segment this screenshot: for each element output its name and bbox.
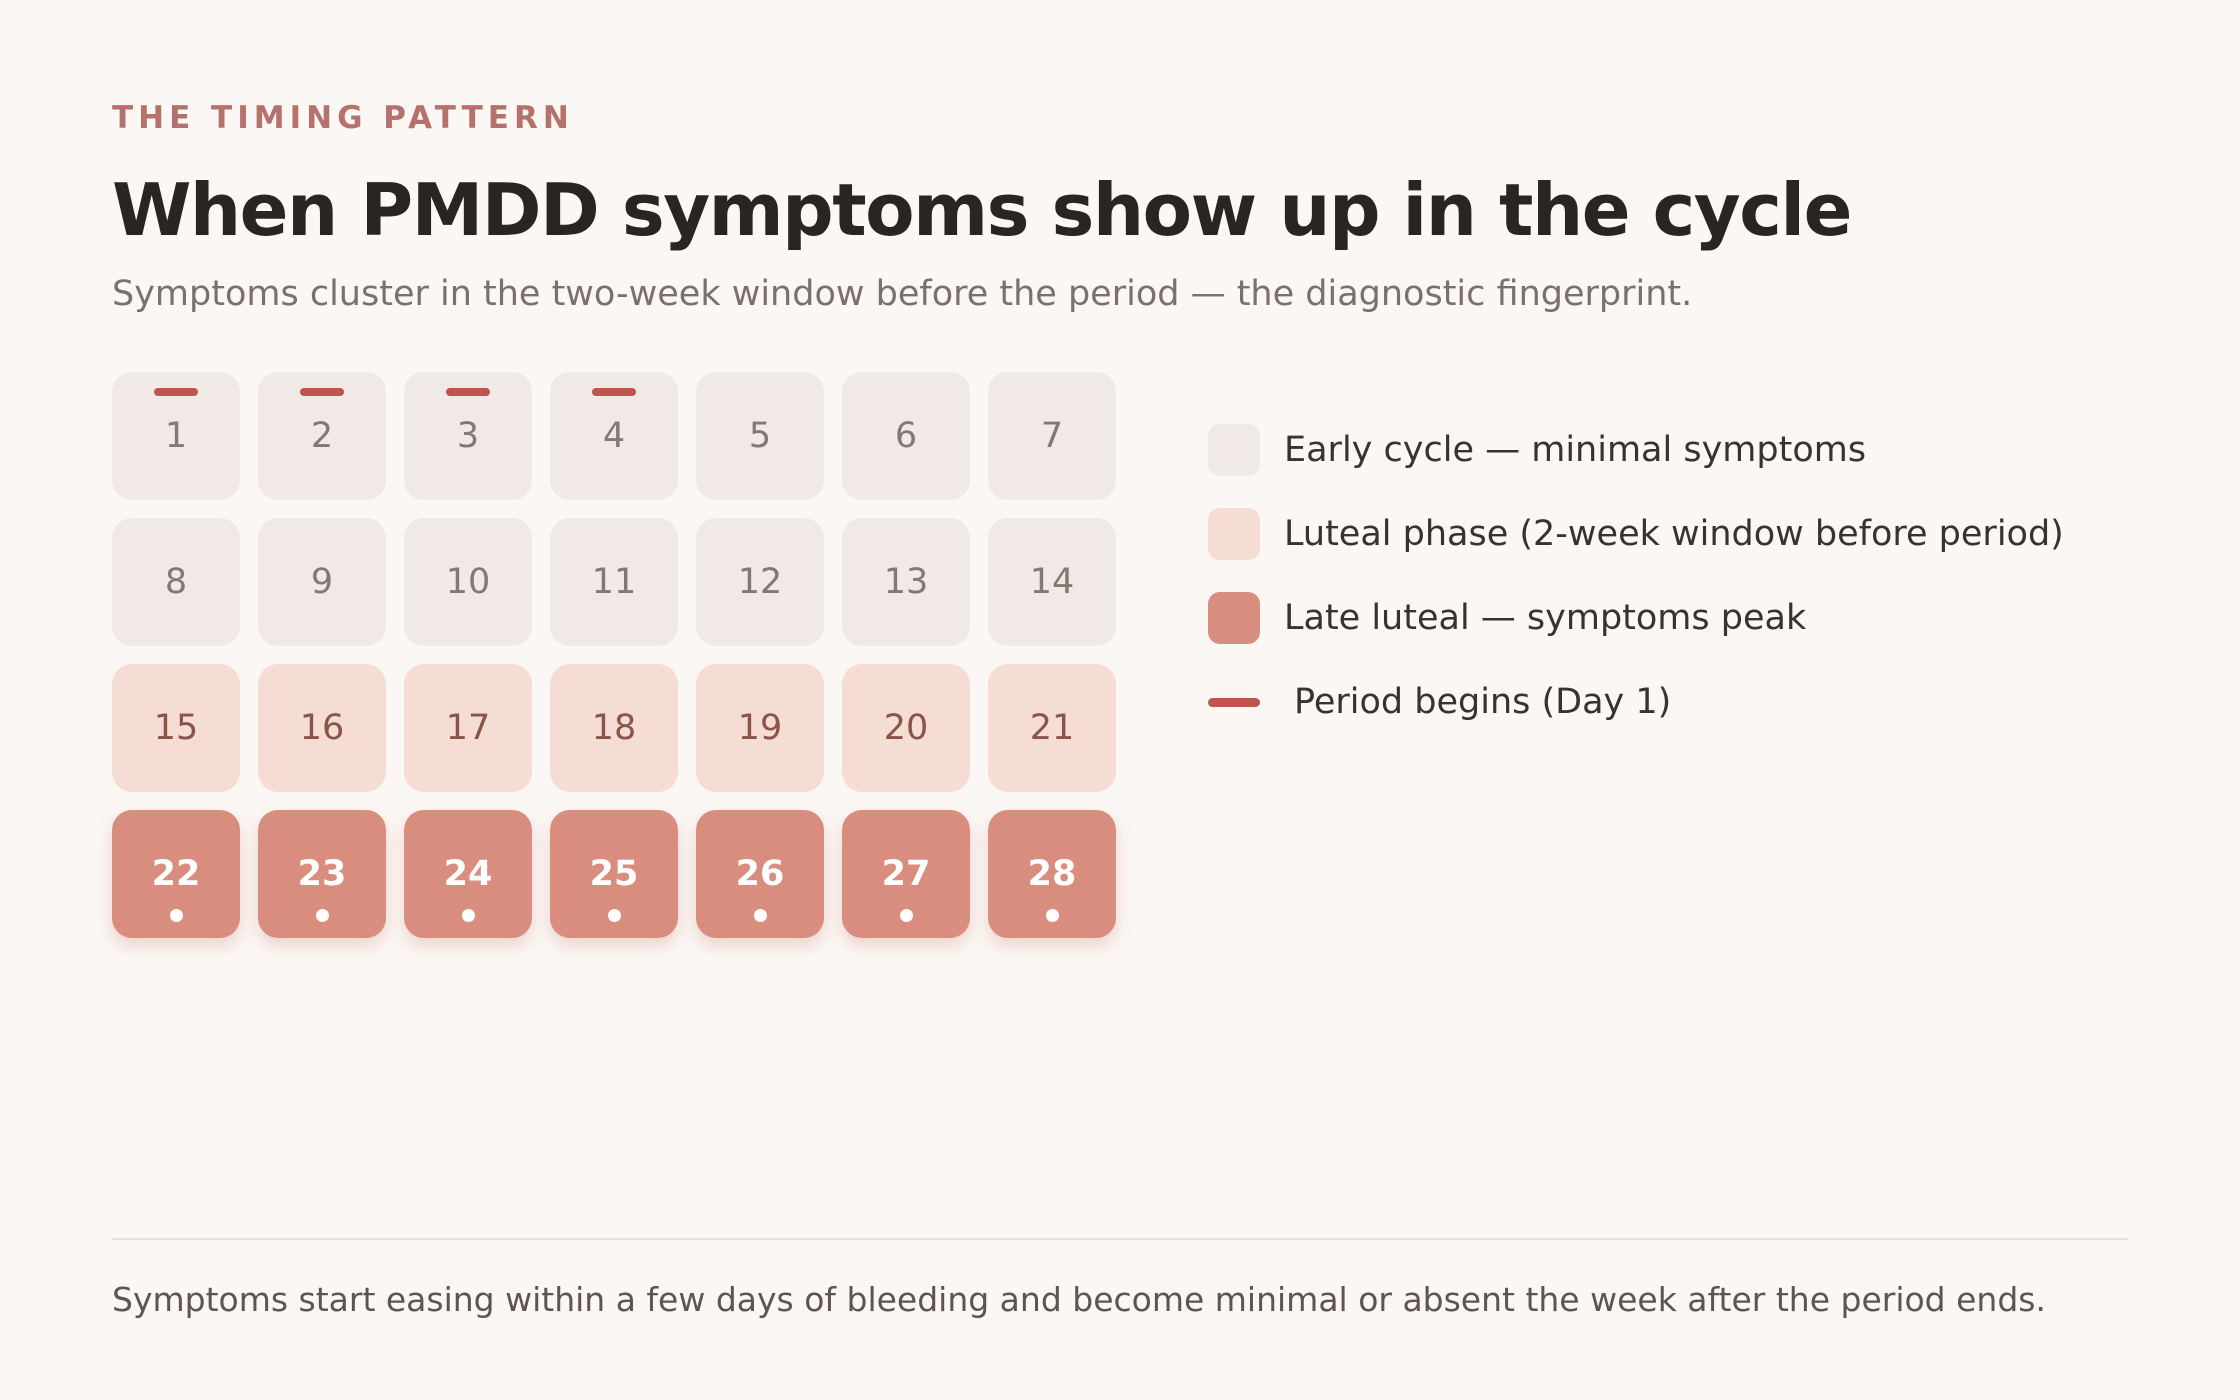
footer-divider	[112, 1238, 2128, 1240]
day-cell-10: 10	[404, 518, 532, 646]
day-cell-5: 5	[696, 372, 824, 500]
day-cell-20: 20	[842, 664, 970, 792]
legend-item-period: Period begins (Day 1)	[1208, 676, 2064, 728]
legend: Early cycle — minimal symptoms Luteal ph…	[1208, 424, 2064, 728]
period-marker-swatch	[1208, 697, 1260, 707]
page-title: When PMDD symptoms show up in the cycle	[112, 168, 1852, 252]
day-number: 22	[151, 853, 201, 894]
day-number: 27	[881, 853, 931, 894]
legend-label-late: Late luteal — symptoms peak	[1284, 598, 1807, 638]
day-cell-24: 24	[404, 810, 532, 938]
day-number: 19	[737, 707, 783, 748]
day-cell-15: 15	[112, 664, 240, 792]
late-luteal-swatch	[1208, 592, 1260, 644]
day-cell-3: 3	[404, 372, 532, 500]
day-number: 11	[591, 561, 637, 602]
legend-item-luteal: Luteal phase (2-week window before perio…	[1208, 508, 2064, 560]
legend-label-period: Period begins (Day 1)	[1294, 682, 1672, 722]
day-number: 10	[445, 561, 491, 602]
legend-item-early: Early cycle — minimal symptoms	[1208, 424, 2064, 476]
legend-label-luteal: Luteal phase (2-week window before perio…	[1284, 514, 2064, 554]
day-cell-19: 19	[696, 664, 824, 792]
day-number: 21	[1029, 707, 1075, 748]
day-number: 18	[591, 707, 637, 748]
day-number: 24	[443, 853, 493, 894]
day-number: 28	[1027, 853, 1077, 894]
period-marker-icon	[446, 388, 490, 396]
day-number: 8	[164, 561, 188, 602]
day-number: 1	[164, 415, 188, 456]
early-cycle-swatch	[1208, 424, 1260, 476]
day-number: 25	[589, 853, 639, 894]
day-cell-1: 1	[112, 372, 240, 500]
page-subtitle: Symptoms cluster in the two-week window …	[112, 274, 1693, 314]
cycle-calendar-grid: 1 2 3 4 5 6 7 8 9 10 11 12 13 14 15 16 17 18 19 20 21 22 23 24 2…	[112, 372, 1116, 938]
day-number: 23	[297, 853, 347, 894]
day-number: 12	[737, 561, 783, 602]
footer-note: Symptoms start easing within a few days …	[112, 1280, 2046, 1319]
luteal-phase-swatch	[1208, 508, 1260, 560]
day-number: 15	[153, 707, 199, 748]
day-number: 4	[602, 415, 626, 456]
day-cell-4: 4	[550, 372, 678, 500]
day-cell-26: 26	[696, 810, 824, 938]
day-cell-28: 28	[988, 810, 1116, 938]
day-number: 2	[310, 415, 334, 456]
day-cell-11: 11	[550, 518, 678, 646]
period-marker-icon	[154, 388, 198, 396]
day-number: 20	[883, 707, 929, 748]
legend-label-early: Early cycle — minimal symptoms	[1284, 430, 1867, 470]
day-cell-21: 21	[988, 664, 1116, 792]
period-marker-icon	[592, 388, 636, 396]
day-number: 3	[456, 415, 480, 456]
day-number: 26	[735, 853, 785, 894]
day-cell-2: 2	[258, 372, 386, 500]
day-number: 6	[894, 415, 918, 456]
day-number: 7	[1040, 415, 1064, 456]
day-number: 9	[310, 561, 334, 602]
peak-dot-icon	[461, 909, 475, 922]
day-number: 16	[299, 707, 345, 748]
day-cell-6: 6	[842, 372, 970, 500]
peak-dot-icon	[1045, 909, 1059, 922]
day-cell-12: 12	[696, 518, 824, 646]
day-cell-13: 13	[842, 518, 970, 646]
peak-dot-icon	[899, 909, 913, 922]
peak-dot-icon	[169, 909, 183, 922]
day-cell-7: 7	[988, 372, 1116, 500]
peak-dot-icon	[315, 909, 329, 922]
day-cell-17: 17	[404, 664, 532, 792]
day-cell-16: 16	[258, 664, 386, 792]
day-cell-18: 18	[550, 664, 678, 792]
peak-dot-icon	[607, 909, 621, 922]
day-number: 17	[445, 707, 491, 748]
day-number: 5	[748, 415, 772, 456]
day-number: 14	[1029, 561, 1075, 602]
day-cell-9: 9	[258, 518, 386, 646]
day-cell-27: 27	[842, 810, 970, 938]
day-cell-22: 22	[112, 810, 240, 938]
peak-dot-icon	[753, 909, 767, 922]
day-cell-14: 14	[988, 518, 1116, 646]
day-cell-23: 23	[258, 810, 386, 938]
period-marker-icon	[300, 388, 344, 396]
day-cell-8: 8	[112, 518, 240, 646]
day-number: 13	[883, 561, 929, 602]
legend-item-late: Late luteal — symptoms peak	[1208, 592, 2064, 644]
section-eyebrow: THE TIMING PATTERN	[112, 100, 574, 136]
day-cell-25: 25	[550, 810, 678, 938]
